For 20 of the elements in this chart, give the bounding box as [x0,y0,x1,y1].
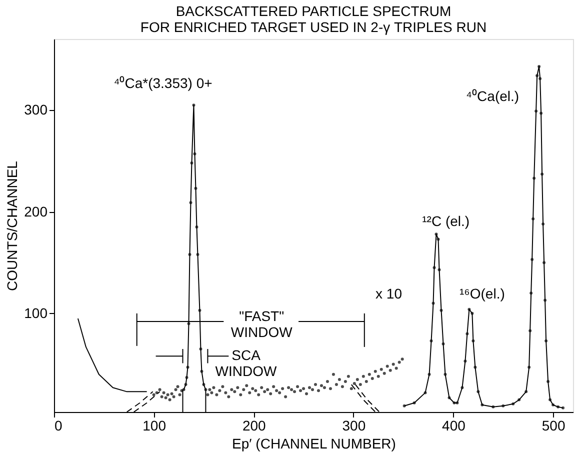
y-tick-label: 300 [24,102,48,118]
text: FOR ENRICHED TARGET USED IN 2-γ TRIPLES RUN [140,19,487,35]
annotation: ⁴⁰Ca(el.) [466,88,520,104]
x-tick-label: 500 [542,418,566,434]
annotation: ⁴⁰Ca*(3.353) 0+ [114,74,212,91]
y-axis-title: COUNTS/CHANNEL [4,160,20,291]
annotation: "FAST" WINDOW [230,308,294,340]
text: BACKSCATTERED PARTICLE SPECTRUM [176,3,452,19]
x-tick-label: 200 [242,418,266,434]
x-tick-label: 0 [54,418,62,434]
x-tick-label: 300 [342,418,366,434]
x-tick-label: 400 [442,418,466,434]
annotation: ¹²C (el.) [422,212,470,229]
y-tick-label: 200 [24,203,48,220]
x-axis-title: Ep′ (CHANNEL NUMBER) [232,436,396,452]
x-tick-label: 100 [142,418,166,434]
annotation: ¹⁶O(el.) [459,286,505,302]
annotation: x 10 [376,286,402,302]
annotation: SCA WINDOW [215,347,278,380]
y-tick-label: 100 [24,304,48,321]
